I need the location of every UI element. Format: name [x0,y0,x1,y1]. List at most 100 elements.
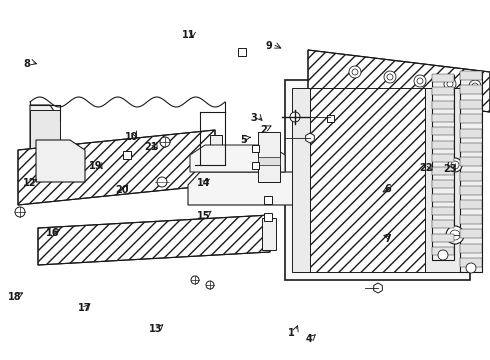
Polygon shape [30,105,60,165]
Bar [310,88,425,272]
Circle shape [444,78,456,90]
Text: 7: 7 [385,234,392,244]
Bar [432,194,454,202]
Polygon shape [18,130,215,205]
Bar [460,114,482,123]
Circle shape [384,71,396,83]
Bar [460,244,482,253]
Text: 16: 16 [46,228,60,238]
Text: 20: 20 [115,185,128,195]
Bar [251,144,259,152]
Bar [432,154,454,162]
Circle shape [446,226,464,244]
Bar [460,229,482,238]
Bar [432,75,454,260]
Bar [326,114,334,122]
Bar [432,180,454,189]
Bar [251,162,259,168]
Bar [460,72,482,272]
Text: 23: 23 [443,164,457,174]
Circle shape [414,75,426,87]
Circle shape [157,177,167,187]
Bar [460,201,482,210]
Bar [30,110,60,160]
Bar [460,157,482,166]
Circle shape [160,137,170,147]
Text: 17: 17 [77,303,91,313]
Circle shape [466,263,476,273]
Text: 22: 22 [419,163,433,174]
Bar [432,234,454,242]
Bar [460,143,482,152]
Text: 12: 12 [23,178,36,188]
Text: 3: 3 [250,113,257,123]
Polygon shape [306,133,314,143]
Bar [460,100,482,109]
Text: 6: 6 [385,184,392,194]
Circle shape [15,207,25,217]
Text: 21: 21 [144,142,158,152]
Circle shape [447,81,453,87]
Bar [258,157,280,165]
Bar [292,88,310,272]
Circle shape [450,230,460,240]
Bar [460,215,482,224]
Bar [264,213,272,221]
Text: 4: 4 [305,334,312,344]
Polygon shape [36,140,85,182]
Text: 11: 11 [182,30,196,40]
Bar [262,218,276,250]
Circle shape [387,74,393,80]
Bar [432,87,454,95]
Circle shape [472,83,478,89]
Bar [432,247,454,255]
Bar [432,207,454,215]
Circle shape [290,112,300,122]
Bar [432,220,454,228]
Text: 19: 19 [89,161,102,171]
Polygon shape [190,145,285,172]
Text: 10: 10 [124,132,138,142]
Text: 5: 5 [240,135,247,145]
Bar [285,80,470,280]
Bar [264,196,272,204]
Bar [425,88,460,272]
Bar [460,129,482,138]
Bar [210,135,222,180]
Circle shape [206,281,214,289]
Polygon shape [188,172,310,205]
Bar [460,71,482,80]
Bar [432,74,454,82]
Text: 9: 9 [265,41,272,51]
Text: 18: 18 [8,292,22,302]
Bar [258,132,280,182]
Bar [432,100,454,109]
Text: 2: 2 [260,125,267,135]
Bar [460,172,482,181]
Text: 15: 15 [196,211,210,221]
Bar [460,85,482,94]
Circle shape [352,69,358,75]
Bar [238,48,246,56]
Circle shape [448,158,462,172]
Circle shape [469,80,481,92]
Circle shape [191,276,199,284]
Polygon shape [374,283,382,293]
Polygon shape [308,50,490,112]
Bar [432,114,454,122]
Polygon shape [38,215,270,265]
Text: 8: 8 [24,59,30,69]
Circle shape [438,250,448,260]
Bar [432,167,454,175]
Bar [432,140,454,149]
Bar [460,258,482,267]
Bar [123,151,131,159]
Bar [460,186,482,195]
Text: 1: 1 [288,328,295,338]
Text: 14: 14 [196,178,210,188]
Circle shape [349,66,361,78]
Text: 13: 13 [149,324,163,334]
Circle shape [417,78,423,84]
Bar [432,127,454,135]
Circle shape [451,161,459,169]
